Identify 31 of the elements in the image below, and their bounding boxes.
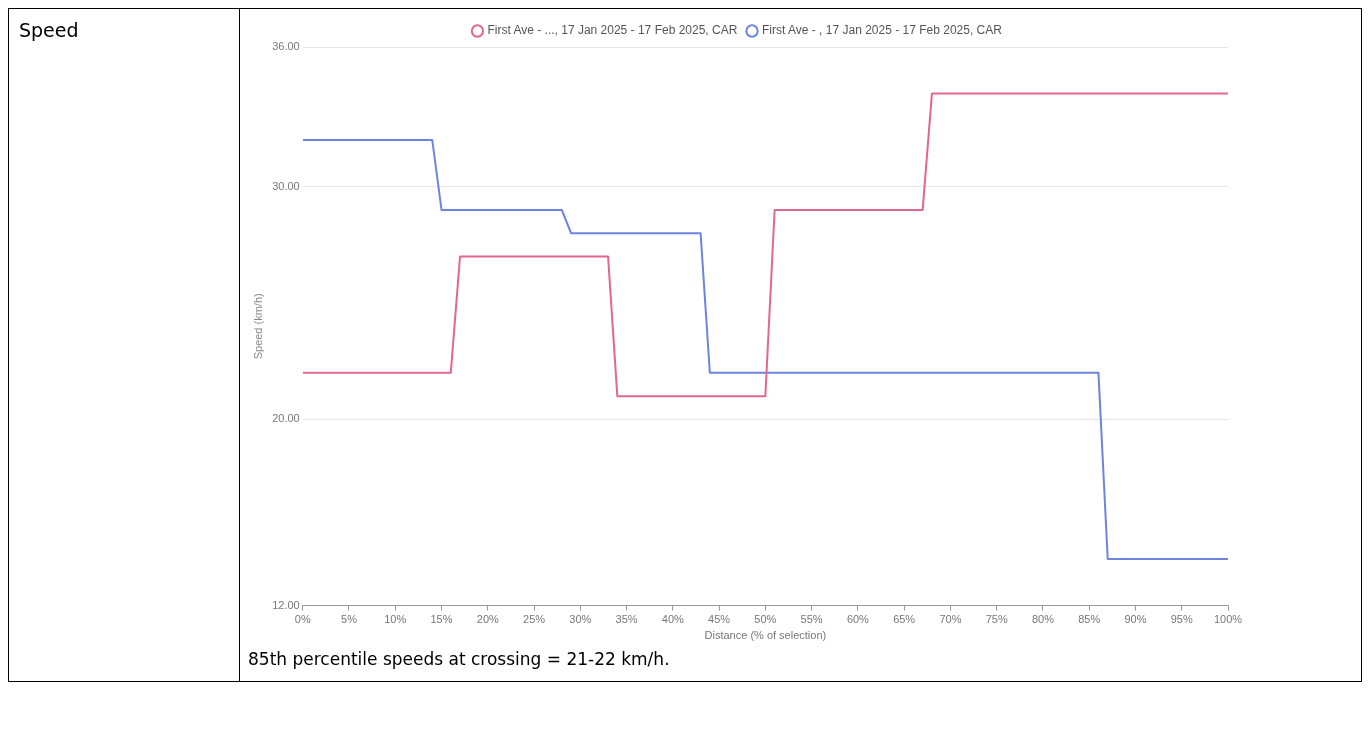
x-tick-label: 5% (341, 613, 358, 626)
y-tick-label: 36.00 (272, 40, 300, 53)
text: Speed (8, 8, 240, 682)
y-tick-label: 20.00 (272, 412, 300, 425)
x-tick-label: 30% (569, 613, 592, 626)
x-tick-label: 15% (430, 613, 453, 626)
y-tick-label: 12.00 (272, 598, 300, 611)
x-tick-label: 25% (523, 613, 546, 626)
x-tick-label: 95% (1170, 613, 1193, 626)
x-tick-label: 50% (754, 613, 777, 626)
x-tick-label: 90% (1124, 613, 1147, 626)
legend-label: First Ave - , 17 Jan 2025 - 17 Feb 2025, CAR (762, 23, 1003, 38)
y-tick-label: 30.00 (272, 179, 300, 192)
legend-label: First Ave - ..., 17 Jan 2025 - 17 Feb 2025, CAR (487, 23, 738, 38)
text: 85th percentile speeds at crossing = 21-22 km/h. (248, 648, 671, 671)
x-tick-label: 45% (708, 613, 731, 626)
x-tick-label: 0% (294, 613, 311, 626)
y-axis-title: Speed (km/h) (251, 293, 264, 360)
x-tick-label: 40% (661, 613, 685, 626)
x-tick-label: 20% (476, 613, 499, 626)
x-tick-label: 65% (893, 613, 916, 626)
x-tick-label: 80% (1031, 613, 1055, 626)
x-tick-label: 55% (800, 613, 823, 626)
x-axis-title: Distance (% of selection) (704, 629, 827, 642)
x-tick-label: 100% (1213, 613, 1243, 626)
x-tick-label: 85% (1078, 613, 1101, 626)
x-tick-label: 10% (384, 613, 407, 626)
x-tick-label: 75% (985, 613, 1008, 626)
x-tick-label: 70% (939, 613, 962, 626)
x-tick-label: 60% (846, 613, 870, 626)
x-tick-label: 35% (615, 613, 638, 626)
